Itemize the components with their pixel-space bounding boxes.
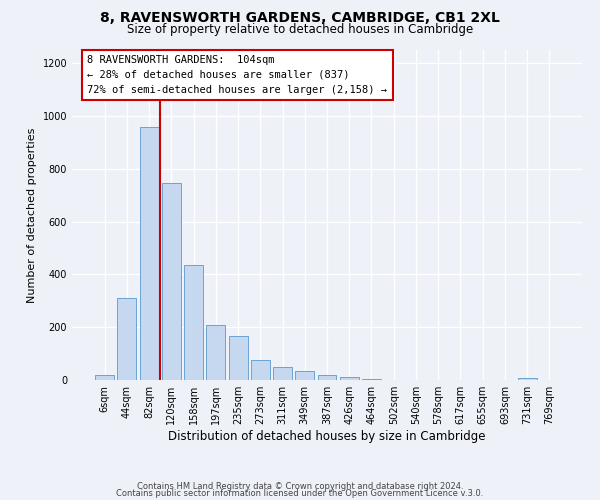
X-axis label: Distribution of detached houses by size in Cambridge: Distribution of detached houses by size … — [168, 430, 486, 443]
Bar — [184, 265, 203, 380]
Bar — [140, 126, 158, 380]
Text: Contains public sector information licensed under the Open Government Licence v.: Contains public sector information licen… — [116, 490, 484, 498]
Text: 8, RAVENSWORTH GARDENS, CAMBRIDGE, CB1 2XL: 8, RAVENSWORTH GARDENS, CAMBRIDGE, CB1 2… — [100, 11, 500, 25]
Bar — [340, 378, 359, 380]
Bar — [317, 375, 337, 380]
Bar — [118, 298, 136, 380]
Text: Size of property relative to detached houses in Cambridge: Size of property relative to detached ho… — [127, 22, 473, 36]
Bar — [95, 374, 114, 380]
Bar — [229, 336, 248, 380]
Bar — [273, 368, 292, 380]
Bar — [362, 378, 381, 380]
Text: 8 RAVENSWORTH GARDENS:  104sqm
← 28% of detached houses are smaller (837)
72% of: 8 RAVENSWORTH GARDENS: 104sqm ← 28% of d… — [88, 55, 388, 94]
Bar — [162, 184, 181, 380]
Bar — [206, 324, 225, 380]
Bar — [295, 372, 314, 380]
Bar — [251, 360, 270, 380]
Y-axis label: Number of detached properties: Number of detached properties — [27, 128, 37, 302]
Bar — [518, 378, 536, 380]
Text: Contains HM Land Registry data © Crown copyright and database right 2024.: Contains HM Land Registry data © Crown c… — [137, 482, 463, 491]
